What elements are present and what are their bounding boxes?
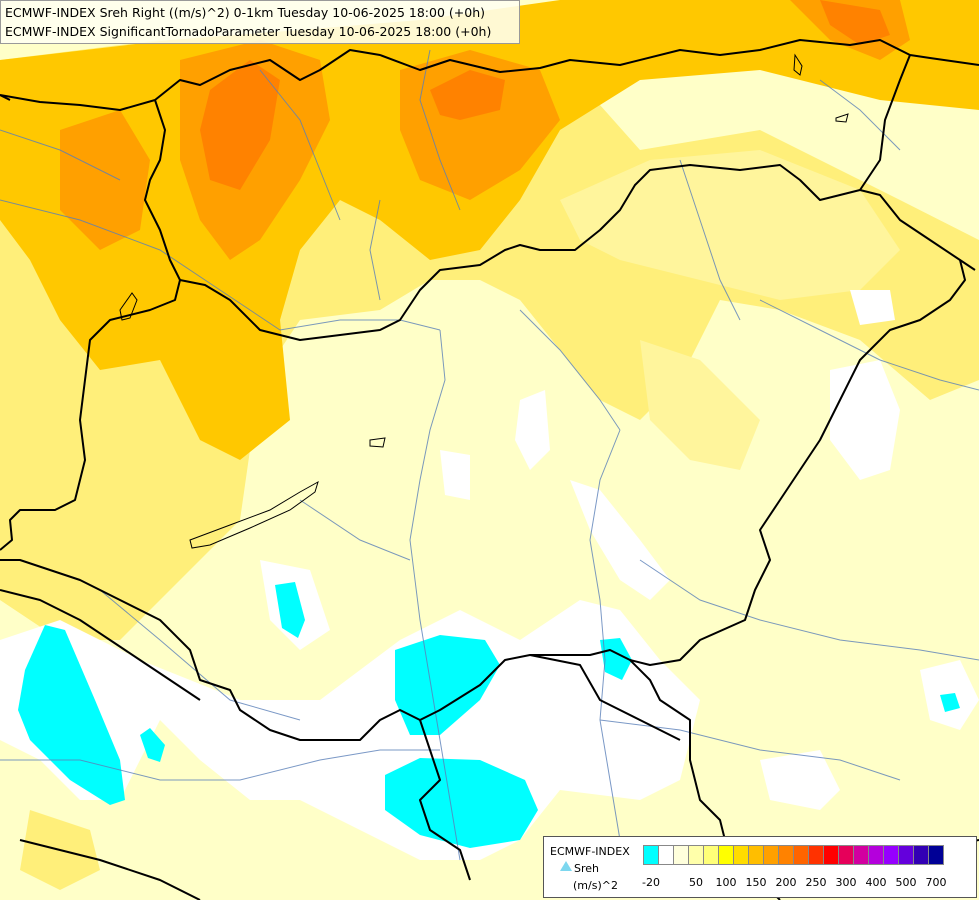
legend-swatch bbox=[643, 845, 659, 865]
triangle-icon bbox=[560, 861, 572, 871]
legend-swatch bbox=[688, 845, 704, 865]
legend-swatch bbox=[673, 845, 689, 865]
legend-swatch bbox=[838, 845, 854, 865]
country-borders bbox=[0, 39, 979, 900]
legend-ticks: -20 50 100 150 200 250 300 400 500 700 bbox=[642, 876, 964, 890]
title-line-1: ECMWF-INDEX Sreh Right ((m/s)^2) 0-1km T… bbox=[5, 5, 485, 20]
legend-swatch bbox=[718, 845, 734, 865]
sreh-contour-cyan bbox=[18, 582, 960, 848]
legend-tick-label: 50 bbox=[689, 876, 703, 889]
rivers bbox=[0, 49, 979, 861]
legend-swatch bbox=[793, 845, 809, 865]
legend-swatch bbox=[703, 845, 719, 865]
legend-swatch bbox=[823, 845, 839, 865]
legend-variable-label: Sreh bbox=[574, 862, 600, 875]
legend-swatch bbox=[868, 845, 884, 865]
legend-swatch bbox=[658, 845, 674, 865]
legend-tick-label: -20 bbox=[642, 876, 660, 889]
legend-swatch bbox=[733, 845, 749, 865]
color-legend: ECMWF-INDEX Sreh (m/s)^2 -20 50 100 150 200 2… bbox=[543, 836, 977, 898]
sreh-contour-lightyellow bbox=[560, 150, 900, 470]
legend-swatch bbox=[748, 845, 764, 865]
sreh-contour-red-orange bbox=[200, 0, 890, 190]
legend-swatch bbox=[913, 845, 929, 865]
legend-swatch bbox=[853, 845, 869, 865]
legend-source-label: ECMWF-INDEX bbox=[550, 845, 630, 858]
legend-swatch bbox=[808, 845, 824, 865]
map-title-box: ECMWF-INDEX Sreh Right ((m/s)^2) 0-1km T… bbox=[0, 0, 520, 44]
legend-swatch bbox=[898, 845, 914, 865]
legend-swatch bbox=[763, 845, 779, 865]
legend-tick-label: 500 bbox=[895, 876, 917, 889]
legend-tick-label: 100 bbox=[715, 876, 737, 889]
legend-tick-label: 400 bbox=[865, 876, 887, 889]
legend-tick-label: 300 bbox=[835, 876, 857, 889]
legend-tick-label: 250 bbox=[805, 876, 827, 889]
legend-tick-label: 150 bbox=[745, 876, 767, 889]
title-line-2: ECMWF-INDEX SignificantTornadoParameter … bbox=[5, 24, 492, 39]
lakes bbox=[119, 53, 849, 549]
legend-swatch bbox=[778, 845, 794, 865]
legend-unit-label: (m/s)^2 bbox=[573, 879, 618, 892]
legend-tick-label: 700 bbox=[925, 876, 947, 889]
legend-tick-label: 200 bbox=[775, 876, 797, 889]
legend-swatch bbox=[883, 845, 899, 865]
legend-swatches bbox=[643, 845, 944, 865]
legend-swatch bbox=[928, 845, 944, 865]
